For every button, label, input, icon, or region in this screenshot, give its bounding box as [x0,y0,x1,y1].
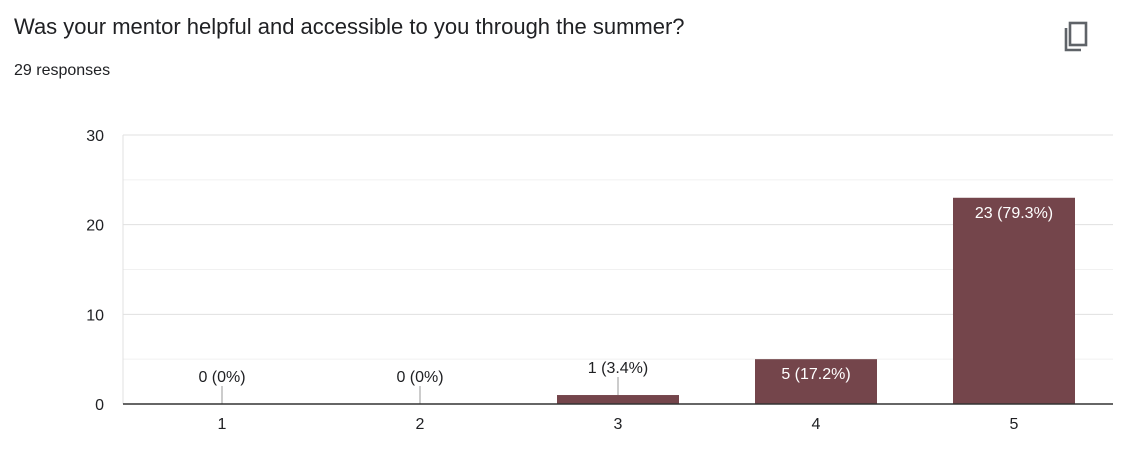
y-tick-label: 0 [95,397,104,414]
x-tick-label: 4 [812,416,821,433]
copy-icon [1064,21,1088,52]
bar [557,395,679,404]
y-tick-label: 20 [86,218,104,235]
data-label: 0 (0%) [198,369,245,386]
data-label: 23 (79.3%) [975,205,1053,222]
copy-chart-button[interactable] [1056,18,1094,56]
question-title: Was your mentor helpful and accessible t… [14,14,685,39]
data-label: 0 (0%) [396,369,443,386]
x-tick-label: 1 [218,416,227,433]
response-count: 29 responses [14,62,111,79]
bar [953,197,1075,404]
x-tick-label: 3 [614,416,623,433]
y-tick-label: 30 [86,128,104,145]
x-tick-label: 5 [1010,416,1019,433]
data-label: 5 (17.2%) [781,366,850,383]
y-tick-label: 10 [86,307,104,324]
data-label: 1 (3.4%) [588,360,648,377]
bar [755,359,877,404]
x-tick-label: 2 [416,416,425,433]
